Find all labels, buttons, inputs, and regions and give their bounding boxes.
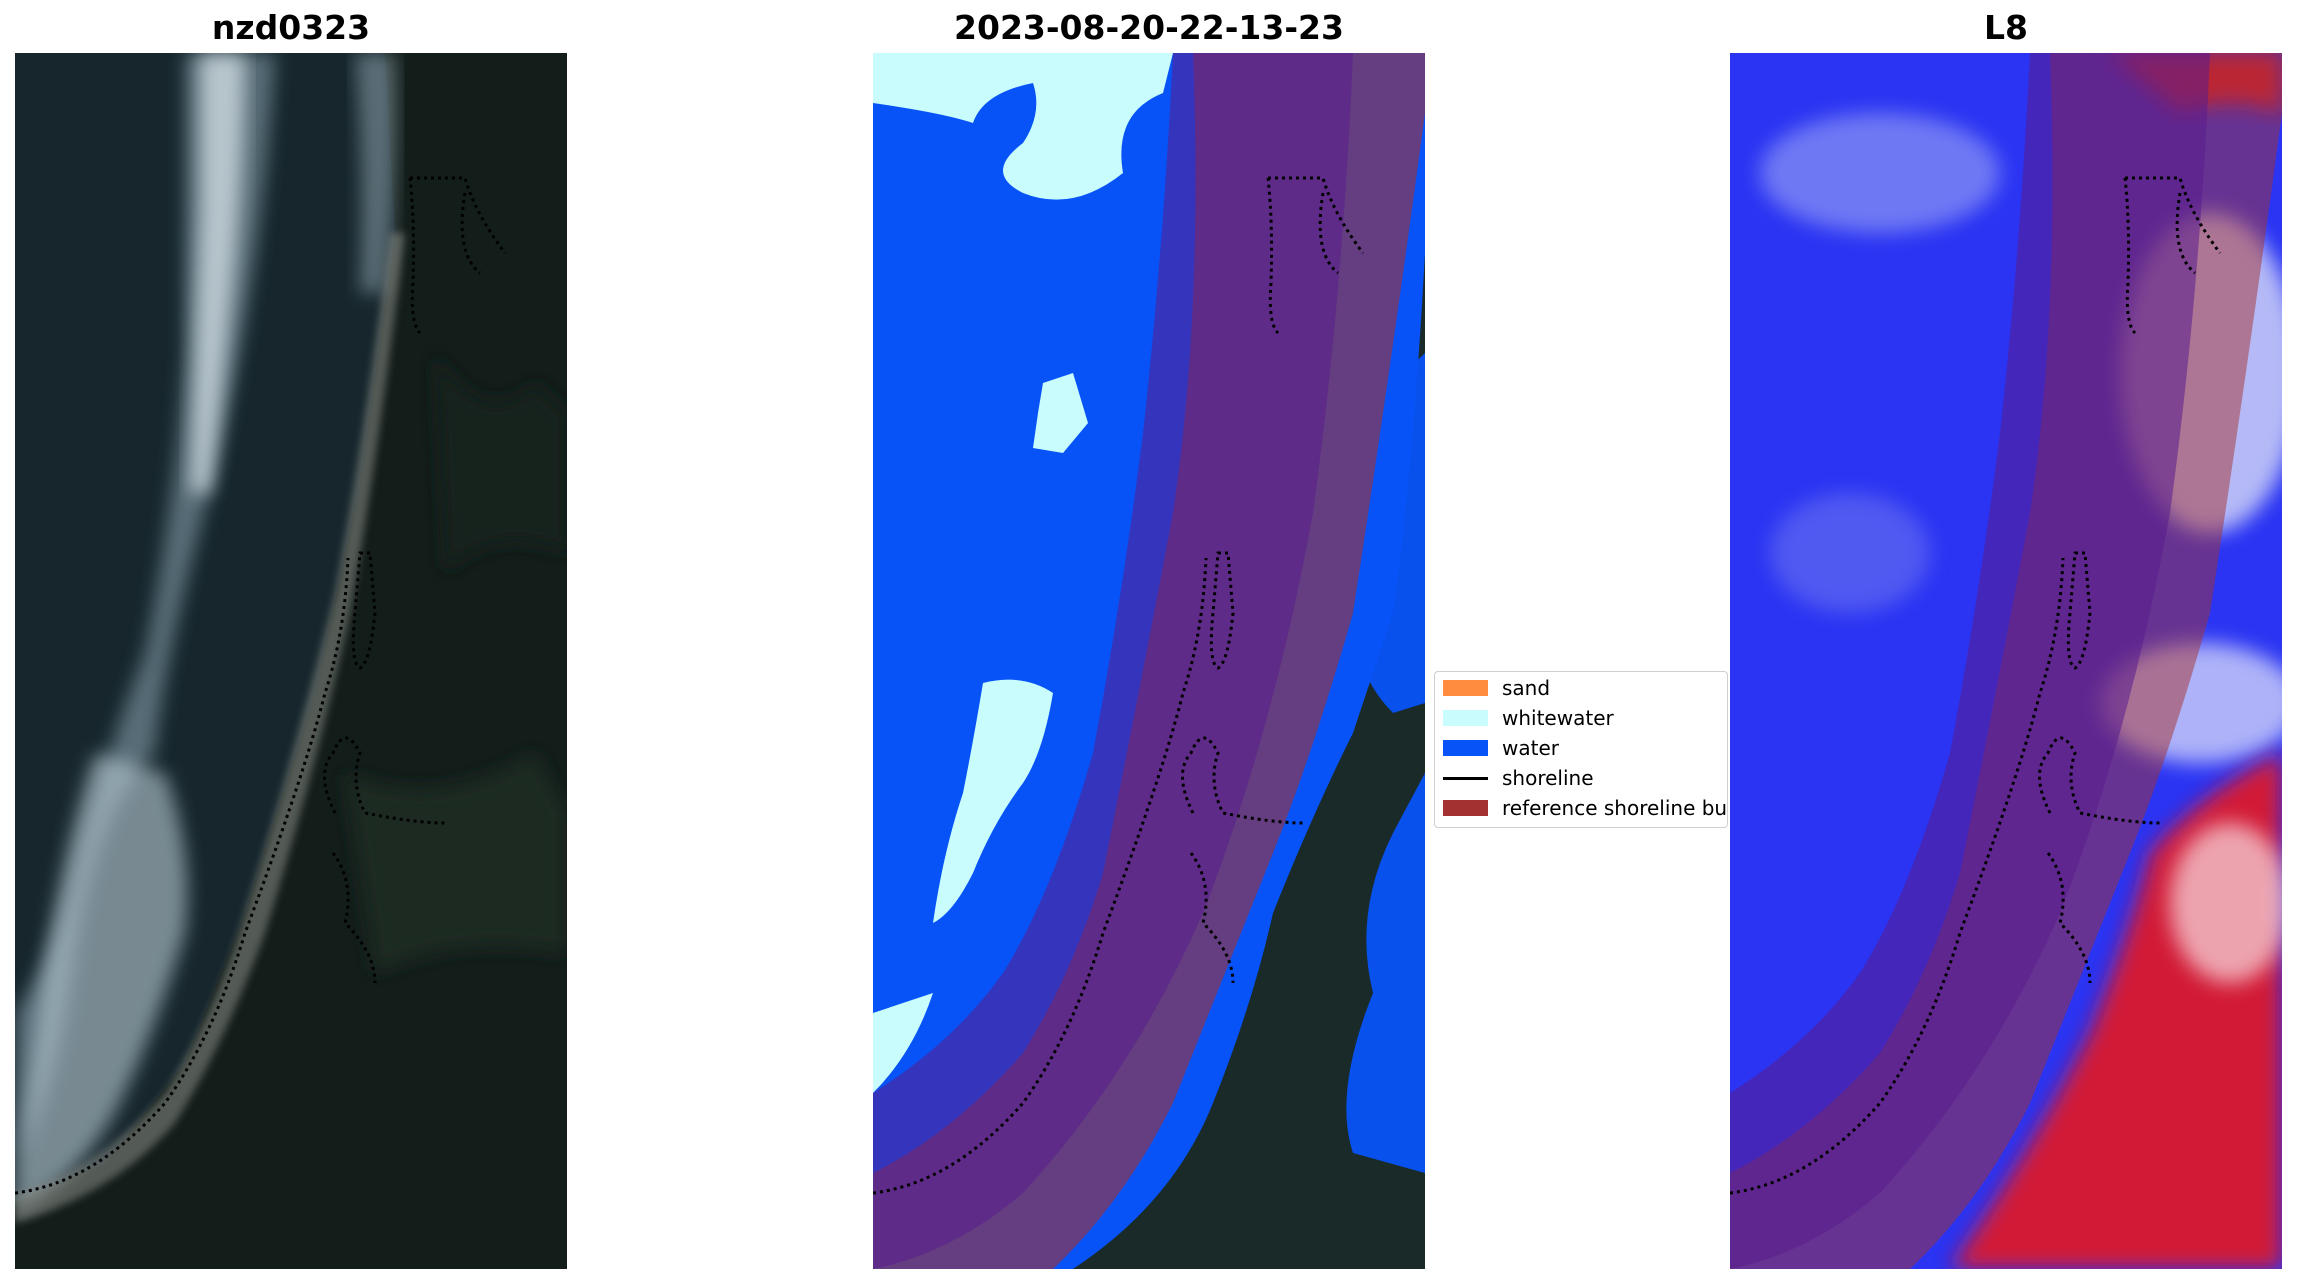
legend-item-sand: sand	[1435, 672, 1727, 702]
legend-item-reference-buffer: reference shoreline bu	[1435, 792, 1728, 822]
panel-title-rgb: nzd0323	[211, 8, 371, 47]
whitewater-patch	[933, 679, 1053, 923]
panel-title-classification: 2023-08-20-22-13-23	[954, 8, 1344, 47]
whitewater-patch	[1033, 373, 1088, 453]
legend-line-shoreline	[1443, 777, 1488, 780]
legend-label-sand: sand	[1502, 676, 1551, 700]
index-map	[1730, 53, 2282, 1269]
land-area	[1073, 53, 1425, 1269]
whitewater-patch	[873, 993, 933, 1093]
panel-title-index: L8	[1984, 8, 2028, 47]
legend-swatch-reference-buffer	[1443, 800, 1488, 816]
legend-swatch-water	[1443, 740, 1488, 756]
legend-item-whitewater: whitewater	[1435, 702, 1727, 732]
legend-label-shoreline: shoreline	[1502, 766, 1594, 790]
legend-label-reference-buffer: reference shoreline bu	[1502, 796, 1728, 820]
legend: sand whitewater water shoreline referenc…	[1434, 671, 1728, 828]
rgb-satellite-image	[15, 53, 567, 1269]
legend-label-water: water	[1502, 736, 1559, 760]
legend-item-water: water	[1435, 732, 1727, 762]
legend-item-shoreline: shoreline	[1435, 762, 1727, 792]
legend-swatch-sand	[1443, 680, 1488, 696]
legend-label-whitewater: whitewater	[1502, 706, 1614, 730]
rgb-image-panel	[15, 53, 567, 1269]
classification-panel	[873, 53, 1425, 1269]
index-panel	[1730, 53, 2282, 1269]
classification-map	[873, 53, 1425, 1269]
whitewater-patch	[873, 53, 1173, 200]
legend-swatch-whitewater	[1443, 710, 1488, 726]
